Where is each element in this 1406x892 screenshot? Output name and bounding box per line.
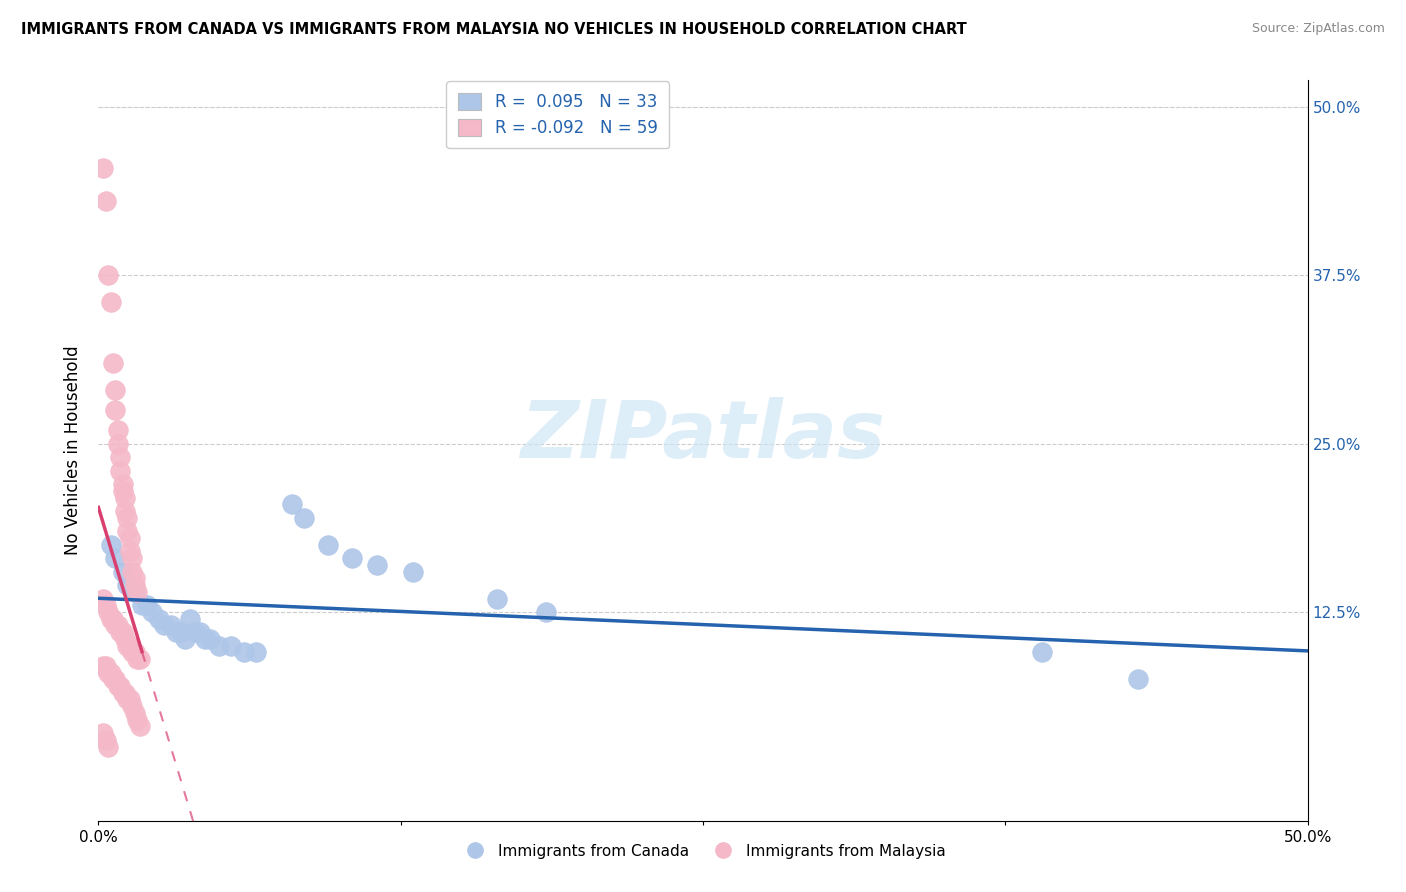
Point bbox=[152, 618, 174, 632]
Point bbox=[124, 706, 146, 720]
Point bbox=[91, 161, 114, 175]
Point bbox=[108, 625, 131, 640]
Point bbox=[111, 477, 134, 491]
Point bbox=[124, 578, 146, 592]
Point bbox=[179, 612, 201, 626]
Point bbox=[281, 497, 304, 511]
Point bbox=[117, 510, 139, 524]
Point bbox=[104, 403, 127, 417]
Legend: Immigrants from Canada, Immigrants from Malaysia: Immigrants from Canada, Immigrants from … bbox=[454, 838, 952, 865]
Point bbox=[107, 679, 129, 693]
Point bbox=[104, 383, 127, 397]
Point bbox=[118, 544, 141, 558]
Point bbox=[135, 599, 157, 613]
Point bbox=[1128, 673, 1150, 687]
Point bbox=[114, 491, 136, 505]
Point bbox=[100, 612, 122, 626]
Point bbox=[108, 679, 131, 693]
Point bbox=[97, 665, 120, 680]
Point bbox=[141, 605, 163, 619]
Point bbox=[101, 673, 124, 687]
Point bbox=[111, 686, 134, 700]
Point bbox=[97, 268, 120, 283]
Point bbox=[107, 436, 129, 450]
Point bbox=[117, 578, 139, 592]
Point bbox=[121, 551, 143, 566]
Point bbox=[94, 658, 117, 673]
Point bbox=[118, 692, 141, 706]
Point bbox=[316, 538, 339, 552]
Point bbox=[121, 565, 143, 579]
Point bbox=[114, 504, 136, 518]
Point bbox=[117, 524, 139, 539]
Point bbox=[208, 639, 231, 653]
Point bbox=[127, 584, 149, 599]
Point bbox=[107, 618, 129, 632]
Point bbox=[121, 645, 143, 659]
Point bbox=[232, 645, 254, 659]
Point bbox=[148, 612, 170, 626]
Point bbox=[107, 423, 129, 437]
Y-axis label: No Vehicles in Household: No Vehicles in Household bbox=[65, 345, 83, 556]
Point bbox=[117, 692, 139, 706]
Point bbox=[108, 464, 131, 478]
Point bbox=[121, 699, 143, 714]
Point bbox=[292, 510, 315, 524]
Point bbox=[245, 645, 267, 659]
Point bbox=[101, 612, 124, 626]
Point bbox=[221, 639, 243, 653]
Text: ZIPatlas: ZIPatlas bbox=[520, 397, 886, 475]
Point bbox=[188, 625, 211, 640]
Point bbox=[127, 652, 149, 666]
Point bbox=[111, 483, 134, 498]
Text: Source: ZipAtlas.com: Source: ZipAtlas.com bbox=[1251, 22, 1385, 36]
Point bbox=[104, 618, 127, 632]
Point bbox=[97, 605, 120, 619]
Point bbox=[114, 632, 136, 646]
Point bbox=[100, 665, 122, 680]
Point bbox=[101, 356, 124, 370]
Point bbox=[91, 591, 114, 606]
Point bbox=[111, 565, 134, 579]
Point bbox=[114, 686, 136, 700]
Point bbox=[366, 558, 388, 572]
Point bbox=[104, 673, 127, 687]
Point bbox=[108, 450, 131, 465]
Point bbox=[124, 645, 146, 659]
Point bbox=[342, 551, 364, 566]
Point bbox=[131, 599, 153, 613]
Point bbox=[100, 538, 122, 552]
Point bbox=[97, 739, 120, 754]
Point bbox=[91, 726, 114, 740]
Point bbox=[118, 531, 141, 545]
Point bbox=[124, 584, 146, 599]
Point bbox=[94, 194, 117, 209]
Point bbox=[534, 605, 557, 619]
Point bbox=[169, 625, 191, 640]
Point bbox=[486, 591, 509, 606]
Point bbox=[198, 632, 221, 646]
Point bbox=[160, 618, 183, 632]
Point bbox=[402, 565, 425, 579]
Point bbox=[91, 658, 114, 673]
Point bbox=[94, 732, 117, 747]
Text: IMMIGRANTS FROM CANADA VS IMMIGRANTS FROM MALAYSIA NO VEHICLES IN HOUSEHOLD CORR: IMMIGRANTS FROM CANADA VS IMMIGRANTS FRO… bbox=[21, 22, 967, 37]
Point bbox=[100, 295, 122, 310]
Point bbox=[124, 571, 146, 585]
Point bbox=[184, 625, 207, 640]
Point bbox=[94, 599, 117, 613]
Point bbox=[1031, 645, 1053, 659]
Point bbox=[127, 713, 149, 727]
Point bbox=[128, 652, 150, 666]
Point bbox=[194, 632, 217, 646]
Point bbox=[118, 639, 141, 653]
Point bbox=[165, 625, 187, 640]
Point bbox=[117, 639, 139, 653]
Point bbox=[111, 625, 134, 640]
Point bbox=[104, 551, 127, 566]
Point bbox=[174, 632, 197, 646]
Point bbox=[128, 719, 150, 733]
